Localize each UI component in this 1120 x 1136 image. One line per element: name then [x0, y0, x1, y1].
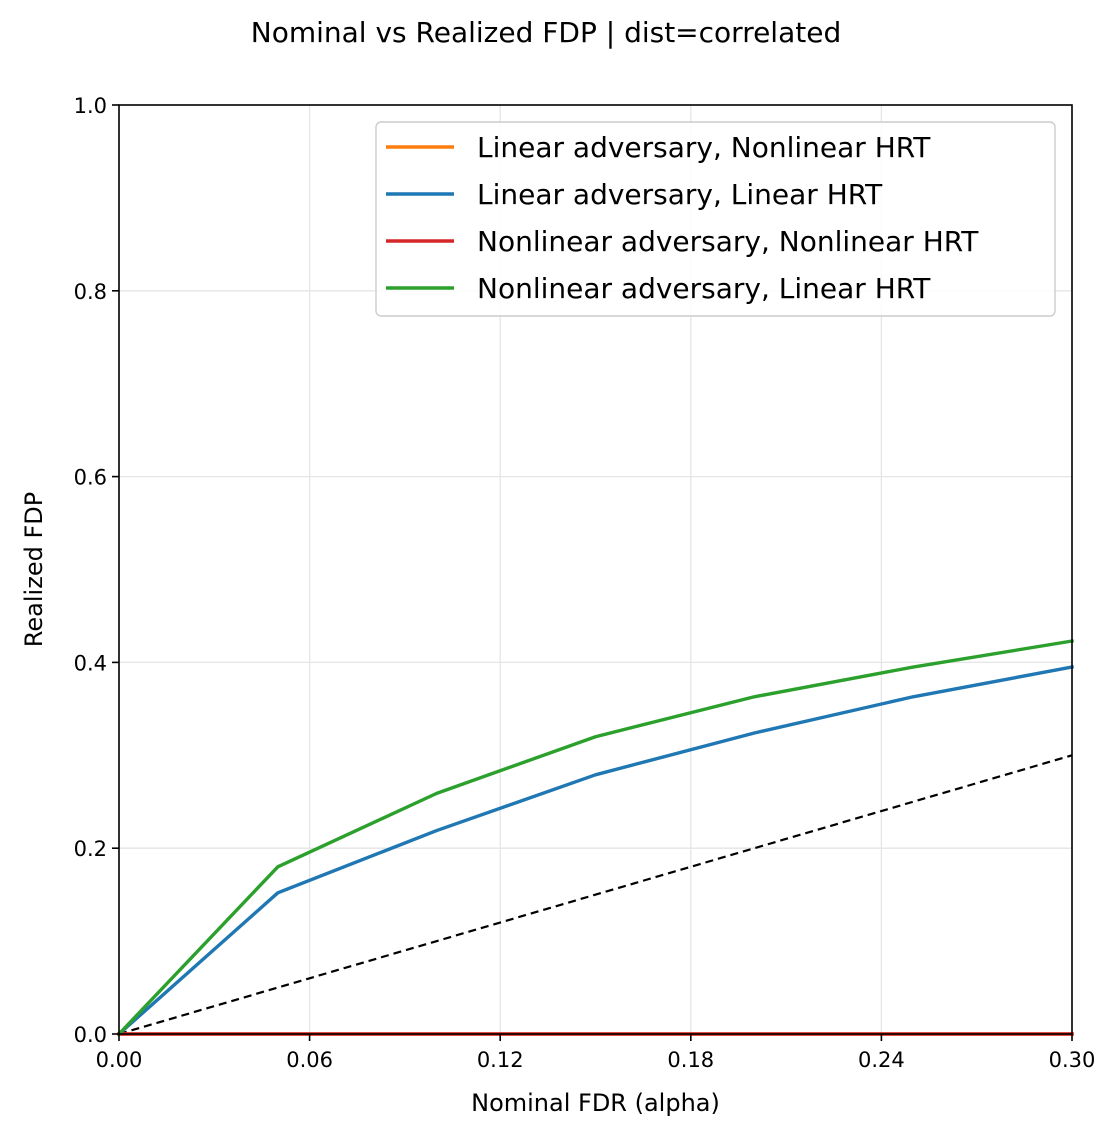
- plot-frame: [118, 104, 1073, 1035]
- series-line-2: [116, 665, 1074, 1037]
- x-tick-label: 0.00: [96, 1048, 143, 1072]
- x-tick-label: 0.24: [858, 1048, 905, 1072]
- legend-label: Linear adversary, Linear HRT: [477, 178, 883, 211]
- y-tick-label: 0.4: [74, 651, 107, 675]
- y-axis-label: Realized FDP: [20, 492, 48, 647]
- legend-box: [375, 121, 1056, 317]
- x-tick-label: 0.18: [667, 1048, 714, 1072]
- x-tick-label: 0.30: [1049, 1048, 1096, 1072]
- x-axis-label: Nominal FDR (alpha): [471, 1089, 720, 1117]
- chart-title: Nominal vs Realized FDP | dist=correlate…: [251, 16, 841, 49]
- legend: Linear adversary, Nonlinear HRT Linear ad…: [375, 121, 1056, 317]
- legend-label: Nonlinear adversary, Linear HRT: [477, 272, 931, 305]
- reference-diagonal-line: [118, 754, 1073, 1036]
- y-tick-label: 1.0: [74, 94, 107, 118]
- y-tick-label: 0.2: [74, 837, 107, 861]
- legend-label: Linear adversary, Nonlinear HRT: [477, 131, 931, 164]
- series-line-4: [116, 639, 1074, 1037]
- y-tick-label: 0.6: [74, 466, 107, 490]
- y-tick-label: 0.0: [74, 1023, 107, 1047]
- legend-label: Nonlinear adversary, Nonlinear HRT: [477, 225, 979, 258]
- x-tick-label: 0.06: [286, 1048, 333, 1072]
- x-tick-label: 0.12: [477, 1048, 524, 1072]
- y-tick-label: 0.8: [74, 280, 107, 304]
- tick-layer: 0.00 0.06 0.12 0.18 0.24 0.30 0.0 0.2 0.4 0.6 0.8 1…: [74, 94, 1096, 1072]
